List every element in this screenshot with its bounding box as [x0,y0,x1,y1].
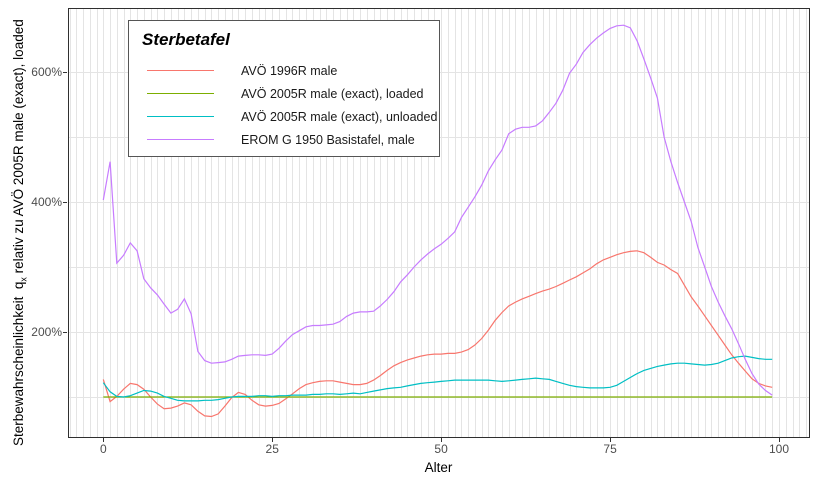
series-line-3 [102,24,773,396]
axis-ticks [63,72,780,442]
y-tick-label: 400% [31,195,62,209]
legend-title: Sterbetafel [142,30,230,49]
x-tick-label: 0 [100,442,107,456]
legend-item-label: AVÖ 2005R male (exact), loaded [241,86,424,101]
legend-item: AVÖ 2005R male (exact), unloaded [129,105,439,128]
y-tick-label: 200% [31,325,62,339]
legend-line-swatch-avo-1996r [147,70,214,71]
x-axis-tick-labels: 0 25 50 75 100 [100,442,789,456]
panel-border [68,8,810,438]
x-axis-title: Alter [424,460,453,475]
legend-item-label: EROM G 1950 Basistafel, male [241,132,415,147]
series-line-0 [102,250,773,418]
y-axis-title-text-1: Sterbewahrscheinlichkeit q [11,281,26,446]
x-tick-label: 25 [266,442,280,456]
legend-rows: AVÖ 1996R male AVÖ 2005R male (exact), l… [129,59,439,151]
legend-line-swatch-avo-2005r-loaded [147,93,214,94]
y-axis-title: Sterbewahrscheinlichkeit qx relativ zu A… [11,0,32,446]
x-tick-label: 75 [603,442,617,456]
y-axis-tick-labels: 200% 400% 600% [31,65,62,339]
legend-line-swatch-avo-2005r-unloaded [147,116,214,117]
legend-item: AVÖ 2005R male (exact), loaded [129,82,439,105]
y-axis-title-subscript: x [18,277,29,282]
x-tick-label: 50 [434,442,448,456]
legend-item-label: AVÖ 1996R male [241,63,338,78]
x-tick-label: 100 [769,442,789,456]
legend-line-swatch-erom-g-1950 [147,139,214,140]
legend-item: AVÖ 1996R male [129,59,439,82]
y-axis-title-text-2: relativ zu AVÖ 2005R male (exact), loade… [11,19,26,278]
legend-item-label: AVÖ 2005R male (exact), unloaded [241,109,438,124]
series-lines [102,24,773,418]
legend-item: EROM G 1950 Basistafel, male [129,128,439,151]
y-tick-label: 600% [31,65,62,79]
legend: Sterbetafel AVÖ 1996R male AVÖ 2005R mal… [128,20,440,157]
series-line-2 [102,355,773,402]
